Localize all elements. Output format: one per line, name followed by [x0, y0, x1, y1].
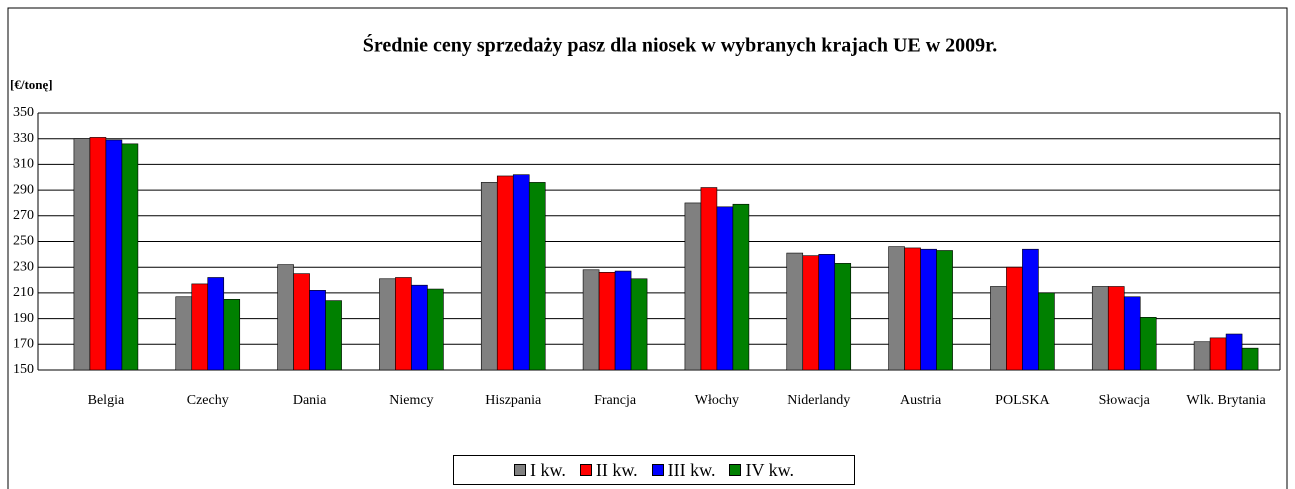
bar [395, 277, 412, 371]
bar [1193, 341, 1211, 371]
bar [1209, 337, 1227, 371]
y-axis-label: [€/tonę] [10, 77, 53, 92]
bar [1022, 248, 1039, 371]
bar [786, 252, 804, 371]
y-tick-label: 270 [13, 208, 34, 223]
bar [802, 255, 820, 371]
legend-label: I kw. [530, 459, 566, 480]
bar [1107, 286, 1125, 371]
y-tick-label: 250 [13, 234, 34, 249]
y-tick-label: 210 [13, 285, 34, 300]
y-tick-label: 170 [13, 337, 34, 352]
bar [73, 138, 91, 371]
bar [293, 273, 310, 371]
bar [191, 283, 209, 371]
bar [990, 286, 1007, 371]
y-tick-label: 290 [13, 182, 34, 197]
legend-swatch [514, 464, 527, 476]
bar [379, 278, 396, 371]
x-tick-label: Słowacja [1098, 393, 1150, 408]
bar [411, 284, 428, 371]
x-tick-label: Czechy [186, 393, 229, 408]
bar [512, 174, 530, 371]
bar [684, 202, 702, 371]
y-tick-label: 190 [13, 311, 34, 326]
bar [1241, 347, 1259, 371]
legend-item: III kw. [651, 459, 716, 481]
bar [598, 272, 616, 371]
bar [582, 269, 600, 371]
x-tick-label: Austria [899, 393, 942, 408]
legend-swatch [579, 464, 592, 476]
bar [920, 248, 937, 371]
y-tick-label: 230 [13, 259, 34, 274]
bar [700, 187, 718, 371]
bar [121, 143, 139, 371]
legend-item: IV kw. [729, 460, 794, 481]
bar [818, 254, 836, 371]
bar [1006, 266, 1023, 371]
legend-item: I kw. [514, 460, 566, 481]
legend-label: III kw. [667, 459, 716, 480]
legend-swatch [729, 464, 742, 476]
bar [716, 206, 734, 371]
x-tick-label: Hiszpania [485, 393, 542, 408]
bar [904, 247, 921, 371]
bar [1225, 333, 1243, 371]
legend-label: IV kw. [745, 459, 794, 480]
bar [528, 182, 546, 371]
bar [277, 264, 294, 371]
bar [89, 137, 107, 371]
x-tick-label: Wlk. Brytania [1186, 393, 1266, 408]
legend-label: II kw. [595, 459, 638, 480]
bar [834, 263, 852, 371]
y-tick-label: 330 [13, 131, 34, 146]
x-tick-label: Francja [594, 393, 637, 408]
x-tick-label: Niemcy [389, 393, 434, 408]
legend-item: II kw. [579, 459, 638, 481]
x-tick-label: Włochy [694, 393, 740, 408]
bar [175, 296, 193, 371]
bar [480, 182, 498, 371]
legend: I kw. II kw. III kw. IV kw. [453, 455, 855, 485]
bar [630, 278, 648, 371]
chart-title: Średnie ceny sprzedaży pasz dla niosek w… [363, 33, 997, 57]
chart-border [7, 7, 1288, 489]
bar [309, 290, 326, 371]
bar [105, 139, 123, 371]
y-tick-label: 150 [13, 362, 34, 377]
x-tick-label: Dania [292, 393, 327, 408]
y-tick-label: 310 [13, 157, 34, 172]
bar [427, 288, 444, 371]
bar [1038, 292, 1055, 371]
x-tick-label: Belgia [87, 393, 125, 408]
bar [207, 277, 225, 371]
bar [732, 203, 750, 371]
bar [936, 250, 953, 371]
bar [888, 246, 905, 371]
x-tick-label: Niderlandy [787, 393, 851, 408]
bar [496, 175, 514, 371]
bar [1123, 296, 1141, 371]
x-tick-label: POLSKA [995, 393, 1050, 408]
bar [1139, 317, 1157, 371]
legend-swatch [651, 464, 664, 476]
bar [325, 300, 342, 371]
bar [223, 299, 241, 371]
y-tick-label: 350 [13, 105, 34, 120]
bar [1091, 286, 1109, 371]
bar [614, 270, 632, 371]
